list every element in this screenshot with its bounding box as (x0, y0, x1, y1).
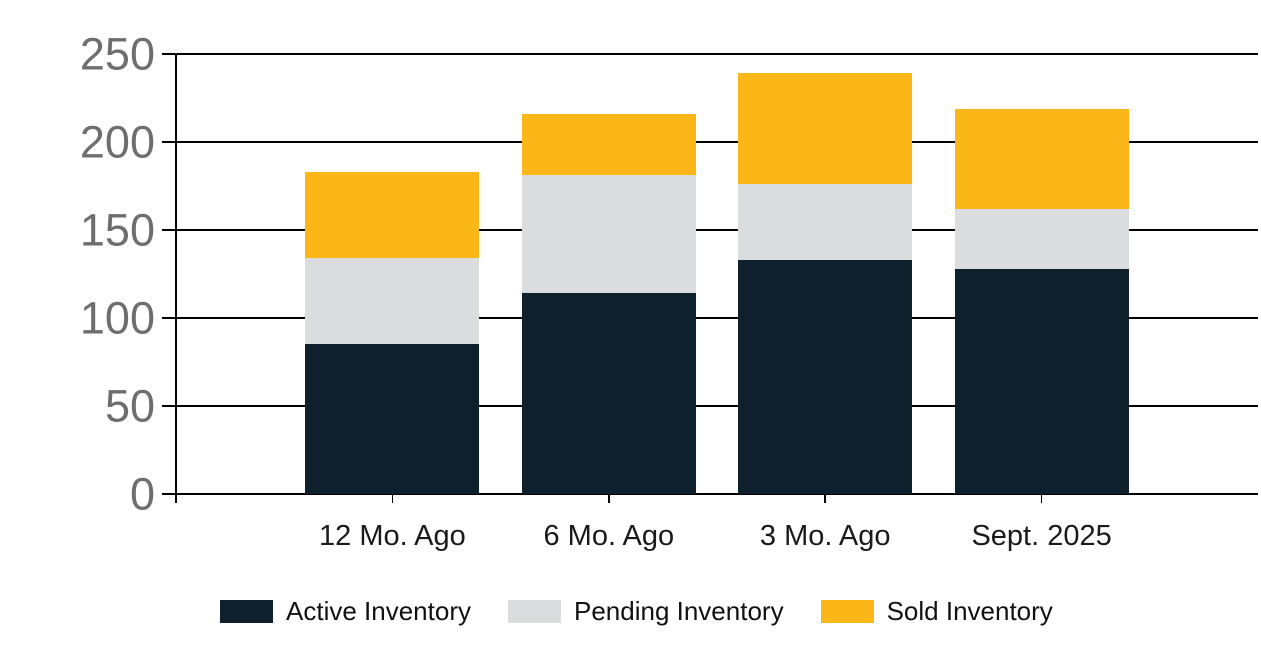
y-tick-label: 100 (79, 292, 155, 344)
chart-legend: Active Inventory Pending Inventory Sold In… (220, 598, 1053, 624)
legend-label: Sold Inventory (886, 596, 1053, 626)
gridline (162, 317, 1258, 319)
bar-segment-pending-inventory (521, 175, 696, 294)
bar-segment-sold-inventory (954, 108, 1129, 209)
bar-segment-pending-inventory (305, 258, 480, 345)
x-tick (1040, 494, 1043, 503)
gridline (162, 405, 1258, 407)
bar-segment-active-inventory (521, 293, 696, 494)
legend-swatch-active-inventory (220, 599, 273, 623)
y-axis-line (175, 54, 177, 503)
x-tick (608, 494, 610, 503)
legend-item-pending-inventory: Pending Inventory (507, 596, 784, 626)
gridline (162, 141, 1258, 143)
legend-swatch-pending-inventory (507, 599, 561, 623)
x-axis-baseline (162, 493, 1258, 495)
legend-swatch-sold-inventory (820, 599, 874, 623)
y-tick-label: 0 (129, 468, 155, 520)
legend-item-sold-inventory: Sold Inventory (820, 596, 1053, 626)
x-tick-label: 3 Mo. Ago (759, 520, 891, 552)
bar-segment-active-inventory (954, 268, 1129, 494)
legend-item-active-inventory: Active Inventory (220, 598, 471, 624)
legend-label: Active Inventory (286, 596, 471, 626)
x-tick (391, 494, 394, 503)
bar-segment-active-inventory (305, 344, 480, 494)
gridline (162, 53, 1258, 55)
bar-segment-sold-inventory (521, 113, 696, 176)
bar-segment-pending-inventory (738, 184, 913, 260)
bar-segment-active-inventory (738, 259, 913, 494)
bar-segment-pending-inventory (954, 208, 1129, 269)
bar-segment-sold-inventory (305, 171, 480, 259)
y-tick-label: 150 (79, 204, 155, 256)
legend-label: Pending Inventory (573, 596, 784, 626)
gridline (162, 229, 1258, 231)
bar-segment-sold-inventory (738, 73, 913, 185)
x-tick-label: 6 Mo. Ago (543, 520, 675, 552)
x-tick-label: Sept. 2025 (971, 520, 1112, 552)
x-tick (824, 494, 826, 503)
x-tick-label: 12 Mo. Ago (319, 520, 466, 552)
y-tick-label: 50 (104, 380, 155, 432)
y-tick-label: 250 (79, 28, 155, 80)
y-tick-label: 200 (79, 116, 155, 168)
